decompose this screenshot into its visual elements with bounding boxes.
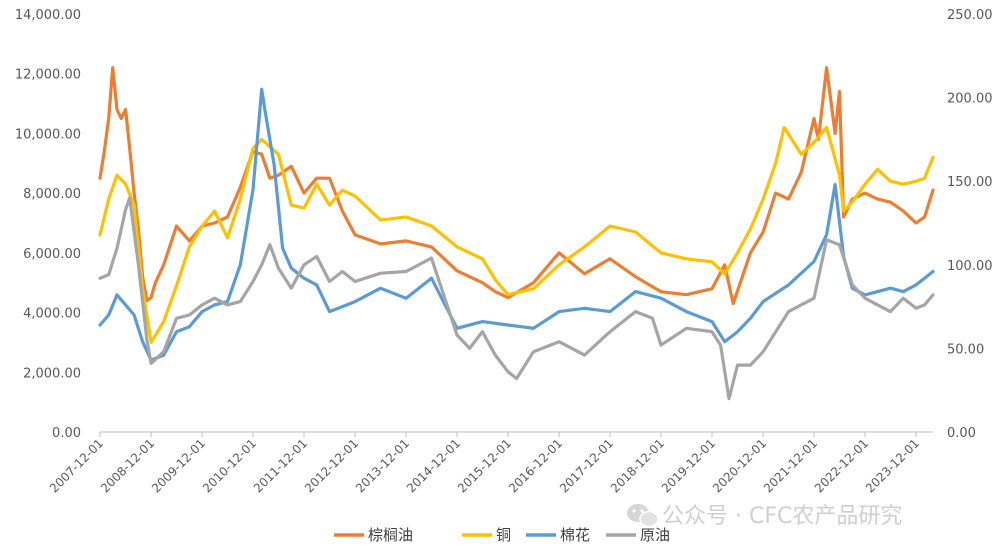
y-right-tick-label: 250.00 bbox=[947, 8, 993, 23]
series-lines bbox=[98, 66, 935, 401]
watermark-text: 公众号 · CFC农产品研究 bbox=[662, 504, 902, 529]
x-tick-label: 2011-12-01 bbox=[251, 436, 310, 495]
y-right-tick-label: 50.00 bbox=[947, 342, 984, 357]
x-tick-label: 2022-12-01 bbox=[812, 436, 871, 495]
series-line-棕榈油 bbox=[98, 66, 935, 306]
x-tick-label: 2019-12-01 bbox=[659, 436, 718, 495]
y-right-tick-label: 150.00 bbox=[947, 175, 993, 190]
legend-label: 棉花 bbox=[560, 526, 590, 544]
watermark: 公众号 · CFC农产品研究 bbox=[627, 504, 902, 529]
y-left-tick-label: 14,000.00 bbox=[15, 8, 81, 23]
x-tick-label: 2015-12-01 bbox=[455, 436, 514, 495]
series-line-棉花 bbox=[98, 87, 935, 362]
x-tick-label: 2013-12-01 bbox=[353, 436, 412, 495]
wechat-icon bbox=[627, 504, 659, 528]
y-right-tick-label: 200.00 bbox=[947, 92, 993, 107]
y-left-tick-label: 12,000.00 bbox=[15, 68, 81, 83]
legend: 棕榈油 铜 棉花 原油 bbox=[334, 526, 670, 544]
y-axis-right: 0.00 50.00 100.00 150.00 200.00 250.00 bbox=[947, 8, 993, 441]
x-tick-label: 2017-12-01 bbox=[557, 436, 616, 495]
y-left-tick-label: 6,000.00 bbox=[23, 247, 81, 262]
y-left-tick-label: 10,000.00 bbox=[15, 127, 81, 142]
series-line-铜 bbox=[98, 125, 935, 344]
x-tick-label: 2020-12-01 bbox=[710, 436, 769, 495]
y-left-tick-label: 0.00 bbox=[52, 426, 81, 441]
x-axis-ticks: 2007-12-012008-12-012009-12-012010-12-01… bbox=[47, 432, 922, 495]
legend-label: 棕榈油 bbox=[368, 526, 413, 544]
y-left-tick-label: 8,000.00 bbox=[23, 187, 81, 202]
legend-label: 原油 bbox=[640, 526, 670, 544]
y-axis-left: 0.00 2,000.00 4,000.00 6,000.00 8,000.00 10,0… bbox=[15, 8, 81, 441]
x-tick-label: 2007-12-01 bbox=[47, 436, 106, 495]
x-tick-label: 2018-12-01 bbox=[608, 436, 667, 495]
x-tick-label: 2008-12-01 bbox=[98, 436, 157, 495]
x-tick-label: 2010-12-01 bbox=[200, 436, 259, 495]
x-tick-label: 2023-12-01 bbox=[863, 436, 922, 495]
x-tick-label: 2009-12-01 bbox=[149, 436, 208, 495]
x-tick-label: 2021-12-01 bbox=[761, 436, 820, 495]
y-right-tick-label: 0.00 bbox=[947, 426, 976, 441]
y-left-tick-label: 2,000.00 bbox=[23, 366, 81, 381]
x-tick-label: 2014-12-01 bbox=[404, 436, 463, 495]
x-tick-label: 2016-12-01 bbox=[506, 436, 565, 495]
x-tick-label: 2012-12-01 bbox=[302, 436, 361, 495]
y-right-tick-label: 100.00 bbox=[947, 259, 993, 274]
legend-label: 铜 bbox=[496, 526, 511, 544]
series-line-原油 bbox=[98, 196, 935, 401]
y-left-tick-label: 4,000.00 bbox=[23, 307, 81, 322]
